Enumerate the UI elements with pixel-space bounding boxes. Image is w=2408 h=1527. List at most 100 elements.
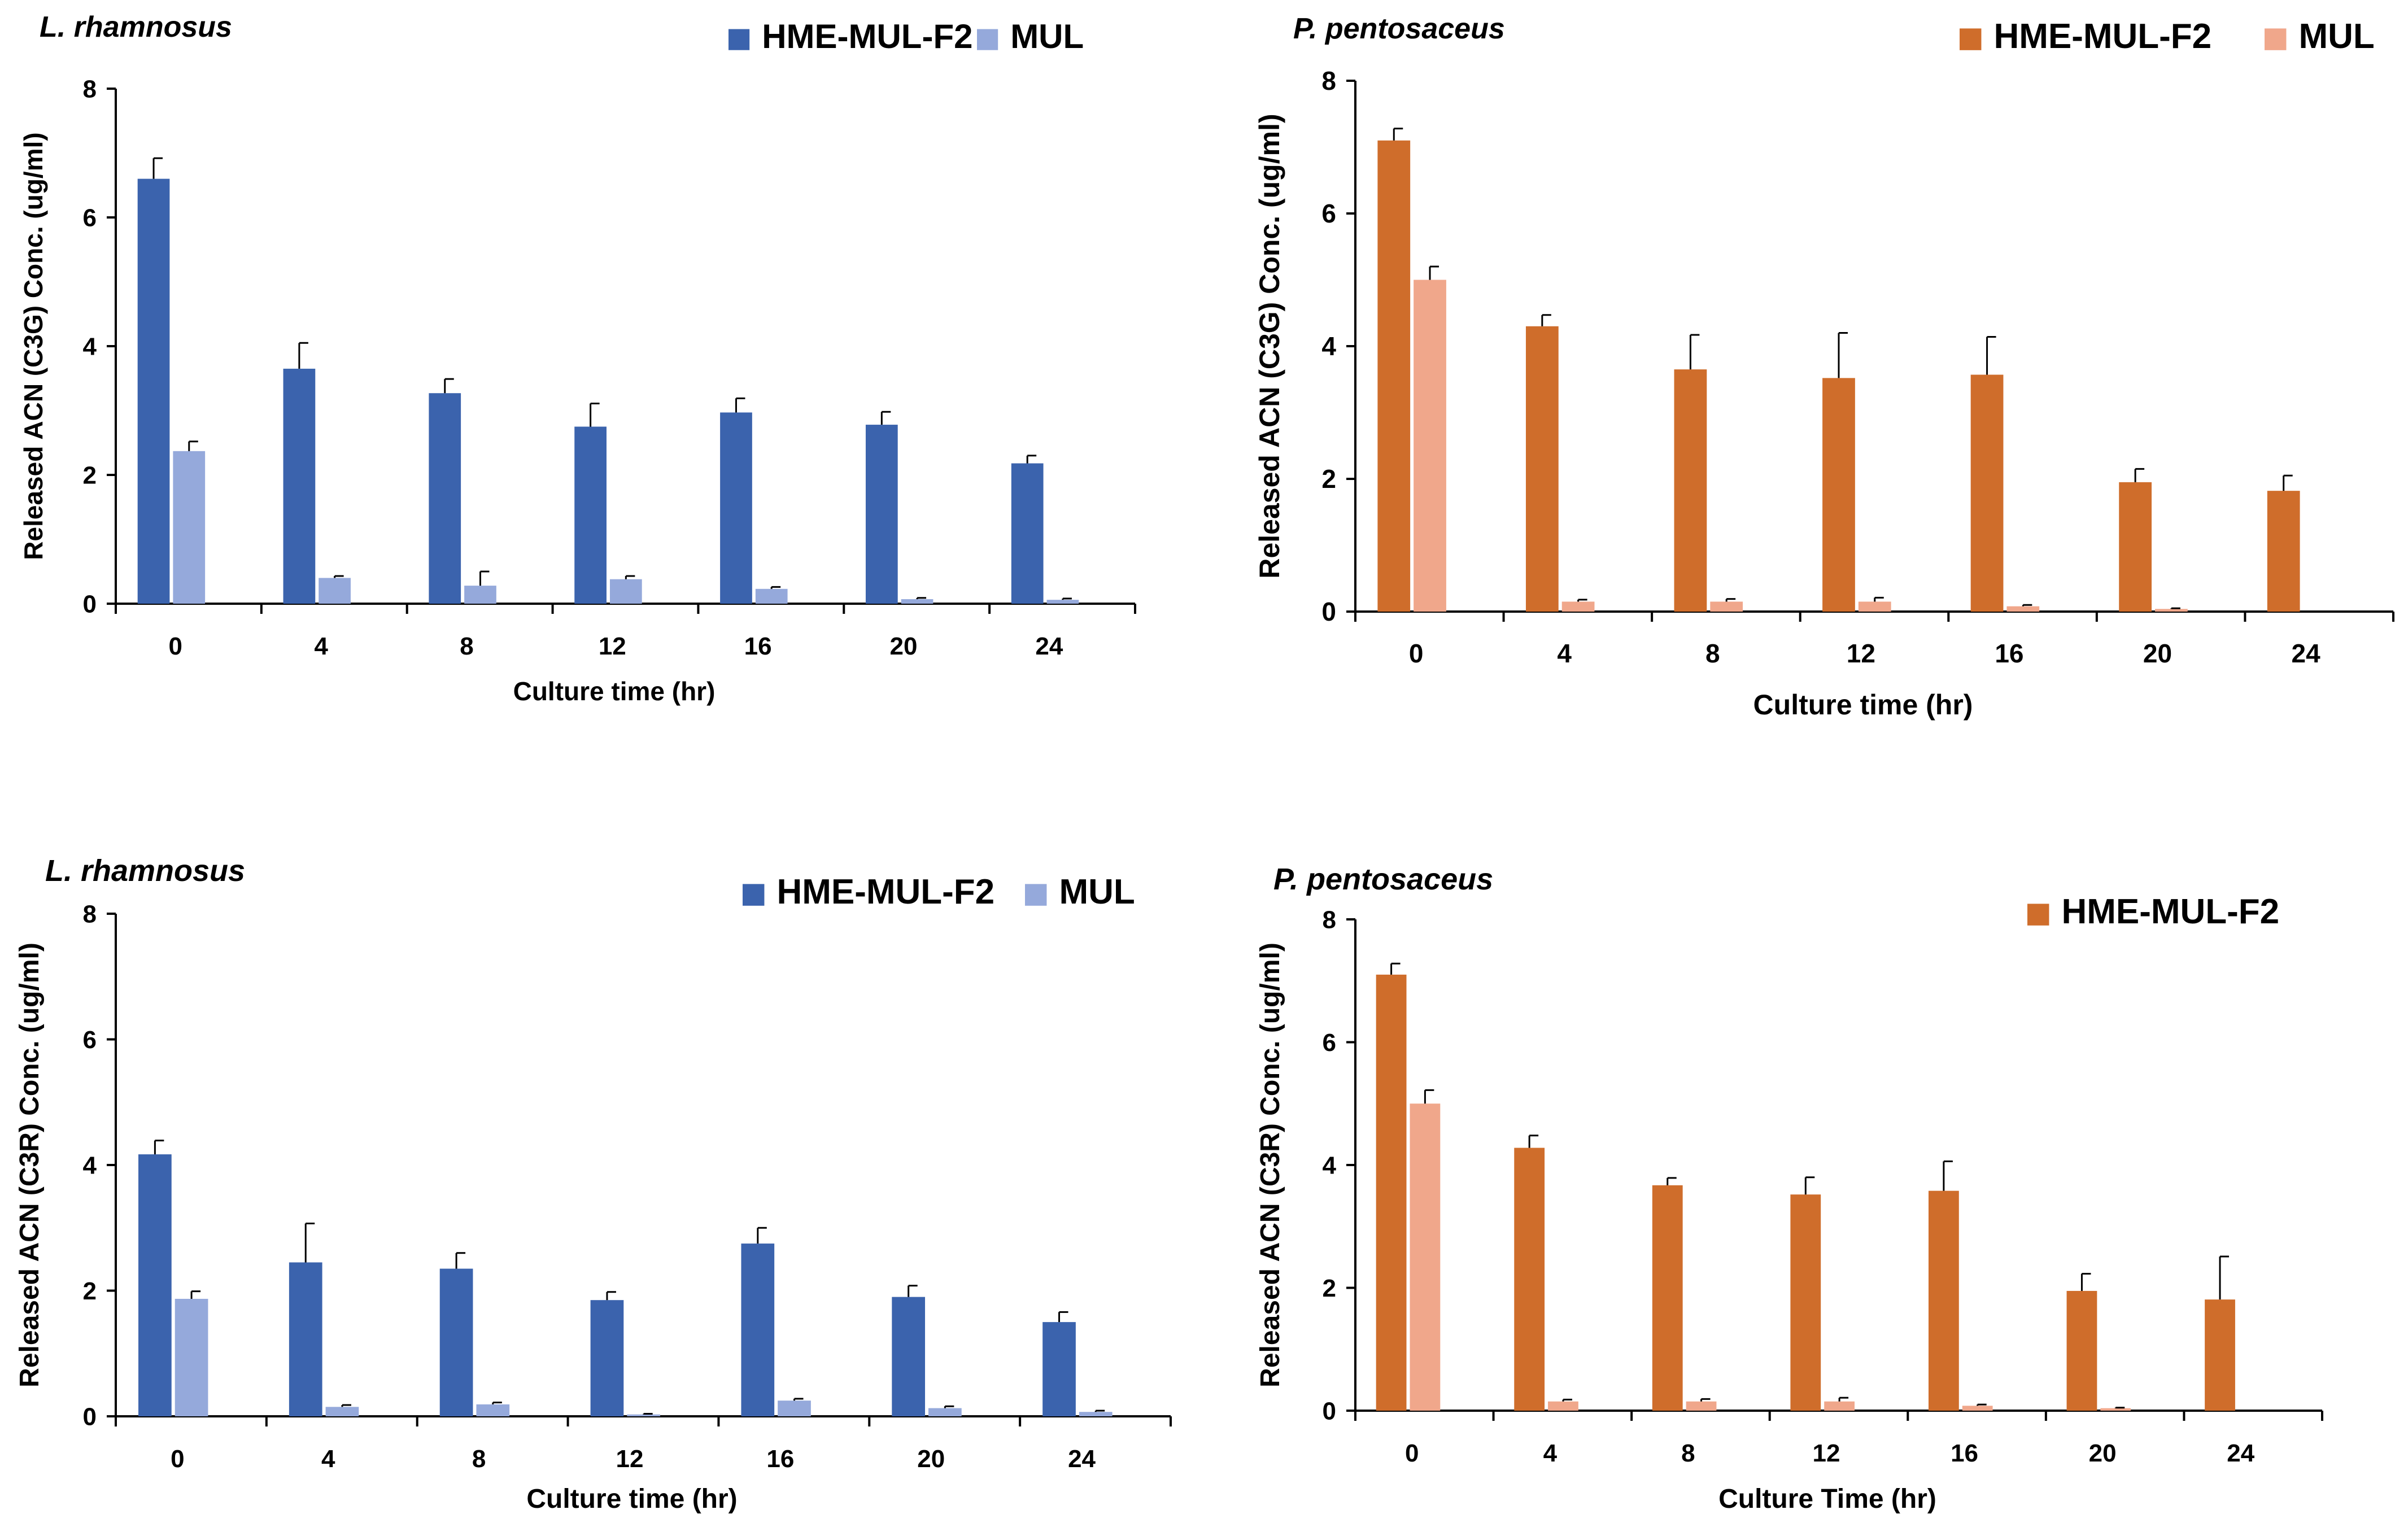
bar-hme-mul-f2-12: [574, 426, 607, 604]
bar-hme-mul-f2-16: [741, 1244, 775, 1416]
bar-mul-20: [2100, 1408, 2131, 1411]
x-tick-label: 4: [1543, 1439, 1558, 1467]
x-tick-label: 4: [1557, 639, 1572, 668]
bar-hme-mul-f2-24: [1042, 1322, 1076, 1416]
x-tick-label: 4: [314, 632, 328, 660]
legend-swatch: [977, 29, 998, 50]
legend-swatch: [2027, 904, 2049, 926]
x-tick-label: 24: [1035, 632, 1063, 660]
bar-mul-0: [1414, 280, 1446, 612]
bar-mul-20: [2155, 609, 2188, 612]
y-axis-label: Released ACN (C3R) Conc. (ug/ml): [1255, 943, 1285, 1388]
legend-label: HME-MUL-F2: [1993, 17, 2211, 56]
bar-hme-mul-f2-16: [720, 412, 752, 604]
x-tick-label: 24: [2227, 1439, 2254, 1467]
legend-swatch: [1960, 28, 1982, 50]
y-tick-label: 0: [1321, 597, 1336, 626]
y-tick-label: 4: [83, 1151, 97, 1179]
x-tick-label: 12: [599, 632, 626, 660]
x-tick-label: 16: [766, 1445, 794, 1473]
chart-title: L. rhamnosus: [40, 11, 232, 43]
bar-hme-mul-f2-0: [1377, 140, 1411, 612]
bar-mul-16: [778, 1401, 811, 1416]
y-tick-label: 4: [83, 333, 97, 360]
y-axis-label: Released ACN (C3G) Conc. (ug/ml): [19, 132, 48, 560]
bar-hme-mul-f2-8: [439, 1268, 473, 1416]
legend-label: MUL: [1010, 18, 1084, 55]
bar-hme-mul-f2-16: [1928, 1190, 1959, 1411]
bar-mul-20: [901, 599, 933, 604]
y-tick-label: 2: [1323, 1275, 1336, 1302]
bar-mul-4: [325, 1407, 359, 1416]
legend-label: HME-MUL-F2: [777, 872, 994, 911]
legend-swatch: [728, 29, 750, 50]
x-tick-label: 0: [1409, 639, 1424, 668]
bar-hme-mul-f2-4: [1514, 1148, 1545, 1411]
legend-label: MUL: [1059, 872, 1135, 911]
bar-hme-mul-f2-8: [429, 393, 461, 604]
bar-hme-mul-f2-0: [137, 178, 170, 604]
bar-mul-4: [319, 578, 351, 604]
bar-hme-mul-f2-24: [2205, 1299, 2235, 1411]
bar-mul-16: [2006, 606, 2040, 612]
y-tick-label: 0: [83, 1403, 97, 1430]
x-tick-label: 8: [1705, 639, 1720, 668]
chart-title: P. pentosaceus: [1273, 862, 1493, 896]
y-tick-label: 8: [83, 75, 97, 103]
x-tick-label: 0: [171, 1445, 184, 1473]
legend-label: HME-MUL-F2: [2061, 892, 2279, 931]
y-tick-label: 4: [1321, 331, 1336, 361]
x-tick-label: 8: [460, 632, 473, 660]
bar-mul-8: [1710, 601, 1743, 612]
bar-mul-24: [1079, 1412, 1113, 1416]
legend-swatch: [1025, 884, 1047, 906]
bar-hme-mul-f2-0: [1376, 974, 1407, 1411]
bar-mul-12: [627, 1414, 661, 1416]
bar-mul-0: [1410, 1103, 1441, 1411]
bar-hme-mul-f2-20: [2119, 482, 2152, 612]
y-tick-label: 8: [1323, 906, 1336, 933]
bar-hme-mul-f2-8: [1652, 1185, 1683, 1411]
x-axis-label: Culture Time (hr): [1718, 1484, 1936, 1514]
y-tick-label: 6: [83, 204, 97, 232]
x-tick-label: 12: [616, 1445, 644, 1473]
legend-label: MUL: [2298, 17, 2374, 56]
bar-mul-8: [464, 586, 496, 604]
y-tick-label: 0: [83, 590, 97, 618]
y-axis-label: Released ACN (C3R) Conc. (ug/ml): [15, 943, 45, 1388]
x-tick-label: 16: [1951, 1439, 1978, 1467]
bar-mul-8: [1686, 1401, 1717, 1411]
x-tick-label: 12: [1813, 1439, 1840, 1467]
bar-mul-4: [1561, 601, 1595, 612]
x-tick-label: 24: [1068, 1445, 1096, 1473]
x-tick-label: 0: [1405, 1439, 1419, 1467]
bar-hme-mul-f2-16: [1970, 374, 2004, 612]
y-tick-label: 6: [1321, 199, 1336, 228]
y-tick-label: 0: [1323, 1397, 1336, 1425]
x-axis-label: Culture time (hr): [526, 1484, 737, 1514]
legend-swatch: [2265, 28, 2287, 50]
bar-hme-mul-f2-4: [283, 368, 316, 604]
x-tick-label: 16: [1995, 639, 2023, 668]
bar-hme-mul-f2-12: [1790, 1194, 1821, 1411]
bar-hme-mul-f2-20: [2066, 1290, 2097, 1411]
bar-hme-mul-f2-4: [289, 1262, 322, 1416]
y-tick-label: 6: [1323, 1029, 1336, 1057]
bar-hme-mul-f2-12: [1822, 378, 1855, 612]
bar-mul-12: [1858, 601, 1891, 612]
x-tick-label: 20: [2143, 639, 2172, 668]
chart-title: L. rhamnosus: [45, 854, 245, 888]
legend-swatch: [743, 884, 765, 906]
bar-mul-8: [476, 1404, 510, 1416]
y-tick-label: 8: [1321, 66, 1336, 95]
bar-hme-mul-f2-24: [1011, 463, 1044, 604]
bar-hme-mul-f2-20: [865, 425, 898, 604]
y-axis-label: Released ACN (C3G) Conc. (ug/ml): [1254, 114, 1285, 578]
bar-hme-mul-f2-0: [138, 1154, 172, 1416]
x-tick-label: 16: [744, 632, 772, 660]
x-tick-label: 8: [1681, 1439, 1695, 1467]
x-tick-label: 12: [1847, 639, 1875, 668]
